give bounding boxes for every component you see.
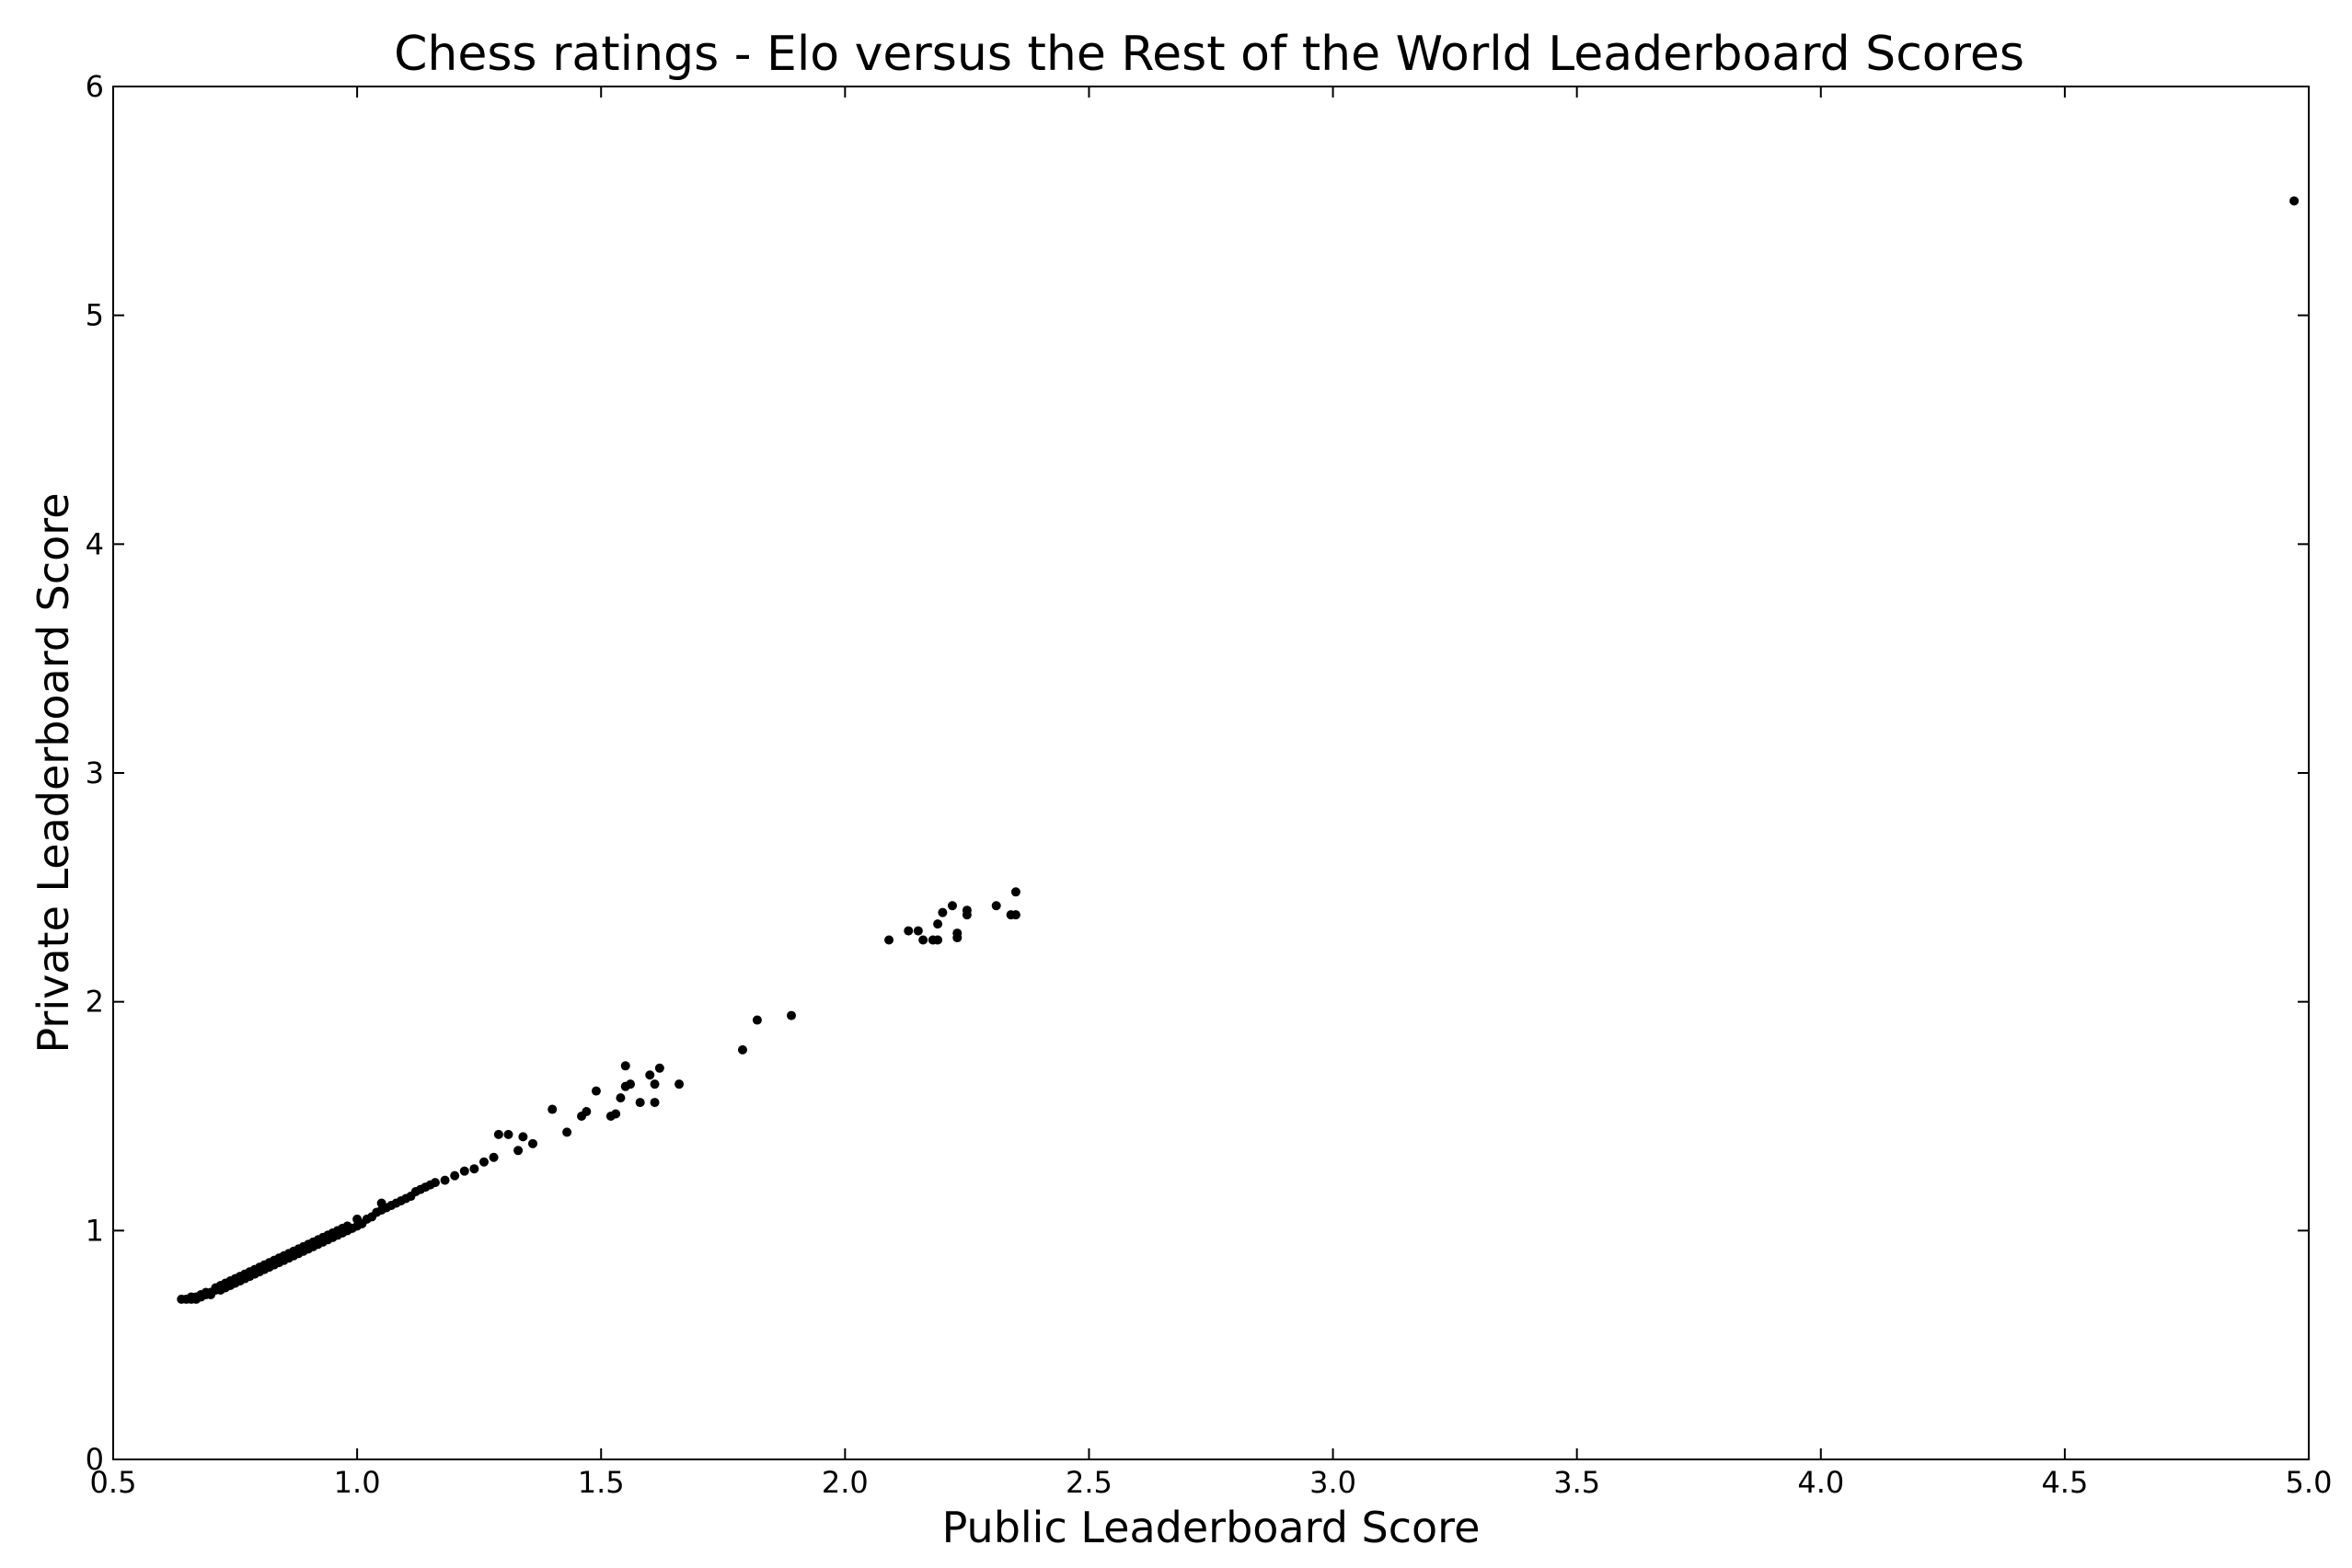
data-point xyxy=(548,1104,558,1114)
data-point xyxy=(904,926,914,936)
data-point xyxy=(616,1093,626,1103)
y-tick-label: 5 xyxy=(86,298,104,333)
data-point xyxy=(582,1107,592,1117)
data-point xyxy=(884,935,894,945)
data-point xyxy=(645,1070,655,1080)
data-point xyxy=(952,933,963,943)
data-point xyxy=(527,1138,537,1148)
data-point xyxy=(787,1010,797,1020)
data-point xyxy=(938,907,948,917)
axis-ticks: 0.5 1.0 1.5 2.0 2.5 3.0 3.5 4.0 4.5 5.0 0 1 2 3 4 5 6 xyxy=(86,69,2333,1500)
x-tick-label: 4.5 xyxy=(2041,1465,2088,1500)
y-tick-label: 3 xyxy=(86,755,104,790)
y-tick-label: 1 xyxy=(86,1213,104,1248)
data-point xyxy=(611,1109,621,1119)
x-tick-label: 0.5 xyxy=(90,1465,137,1500)
data-point xyxy=(991,901,1001,911)
data-point xyxy=(489,1152,499,1162)
data-point xyxy=(478,1157,489,1167)
x-tick-label: 1.5 xyxy=(578,1465,625,1500)
x-tick-label: 5.0 xyxy=(2286,1465,2333,1500)
data-point xyxy=(650,1098,660,1108)
data-point xyxy=(918,935,928,945)
y-tick-label: 6 xyxy=(86,69,104,104)
data-point xyxy=(752,1015,762,1025)
x-axis-label: Public Leaderboard Score xyxy=(942,1503,1481,1552)
data-point xyxy=(459,1166,469,1176)
data-point xyxy=(650,1079,660,1090)
data-point xyxy=(1010,910,1020,920)
chart-title: Chess ratings - Elo versus the Rest of t… xyxy=(394,27,2024,82)
y-tick-label: 2 xyxy=(86,985,104,1020)
plot-frame xyxy=(112,86,2310,1460)
x-tick-label: 4.0 xyxy=(1797,1465,1844,1500)
data-point xyxy=(635,1098,645,1108)
data-point xyxy=(737,1044,747,1055)
data-point xyxy=(518,1132,528,1142)
x-tick-label: 2.0 xyxy=(822,1465,869,1500)
y-axis-label: Private Leaderboard Score xyxy=(29,492,78,1053)
data-point xyxy=(469,1164,479,1174)
data-point xyxy=(933,935,943,945)
data-point xyxy=(450,1170,460,1181)
data-point xyxy=(962,910,972,920)
data-point xyxy=(562,1127,572,1137)
data-point xyxy=(430,1178,440,1188)
x-tick-label: 2.5 xyxy=(1066,1465,1113,1500)
data-point xyxy=(503,1129,513,1139)
data-point xyxy=(913,926,923,936)
data-point xyxy=(591,1086,601,1096)
y-tick-label: 4 xyxy=(86,526,104,561)
x-tick-label: 1.0 xyxy=(334,1465,381,1500)
data-point xyxy=(493,1129,503,1139)
y-tick-label: 0 xyxy=(86,1442,104,1477)
data-point xyxy=(674,1079,685,1090)
data-point xyxy=(947,901,957,911)
data-point xyxy=(626,1079,636,1090)
data-point xyxy=(513,1146,524,1156)
x-tick-label: 3.5 xyxy=(1553,1465,1600,1500)
data-point xyxy=(620,1061,630,1071)
data-point xyxy=(1010,887,1020,897)
data-point xyxy=(440,1175,450,1185)
data-points xyxy=(177,196,2300,1304)
data-point xyxy=(654,1063,664,1073)
x-tick-label: 3.0 xyxy=(1309,1465,1356,1500)
data-point xyxy=(933,919,943,929)
data-point xyxy=(2289,196,2300,206)
